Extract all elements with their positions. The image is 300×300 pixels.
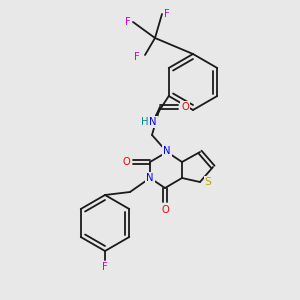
Text: H: H xyxy=(141,117,149,127)
Text: O: O xyxy=(161,205,169,215)
Text: O: O xyxy=(122,157,130,167)
Text: F: F xyxy=(102,262,108,272)
Text: N: N xyxy=(149,117,157,127)
Text: O: O xyxy=(181,102,189,112)
Text: F: F xyxy=(134,52,140,62)
Text: F: F xyxy=(164,9,170,19)
Text: N: N xyxy=(163,146,171,156)
Text: S: S xyxy=(205,177,212,187)
Text: F: F xyxy=(125,17,131,27)
Text: N: N xyxy=(146,173,154,183)
